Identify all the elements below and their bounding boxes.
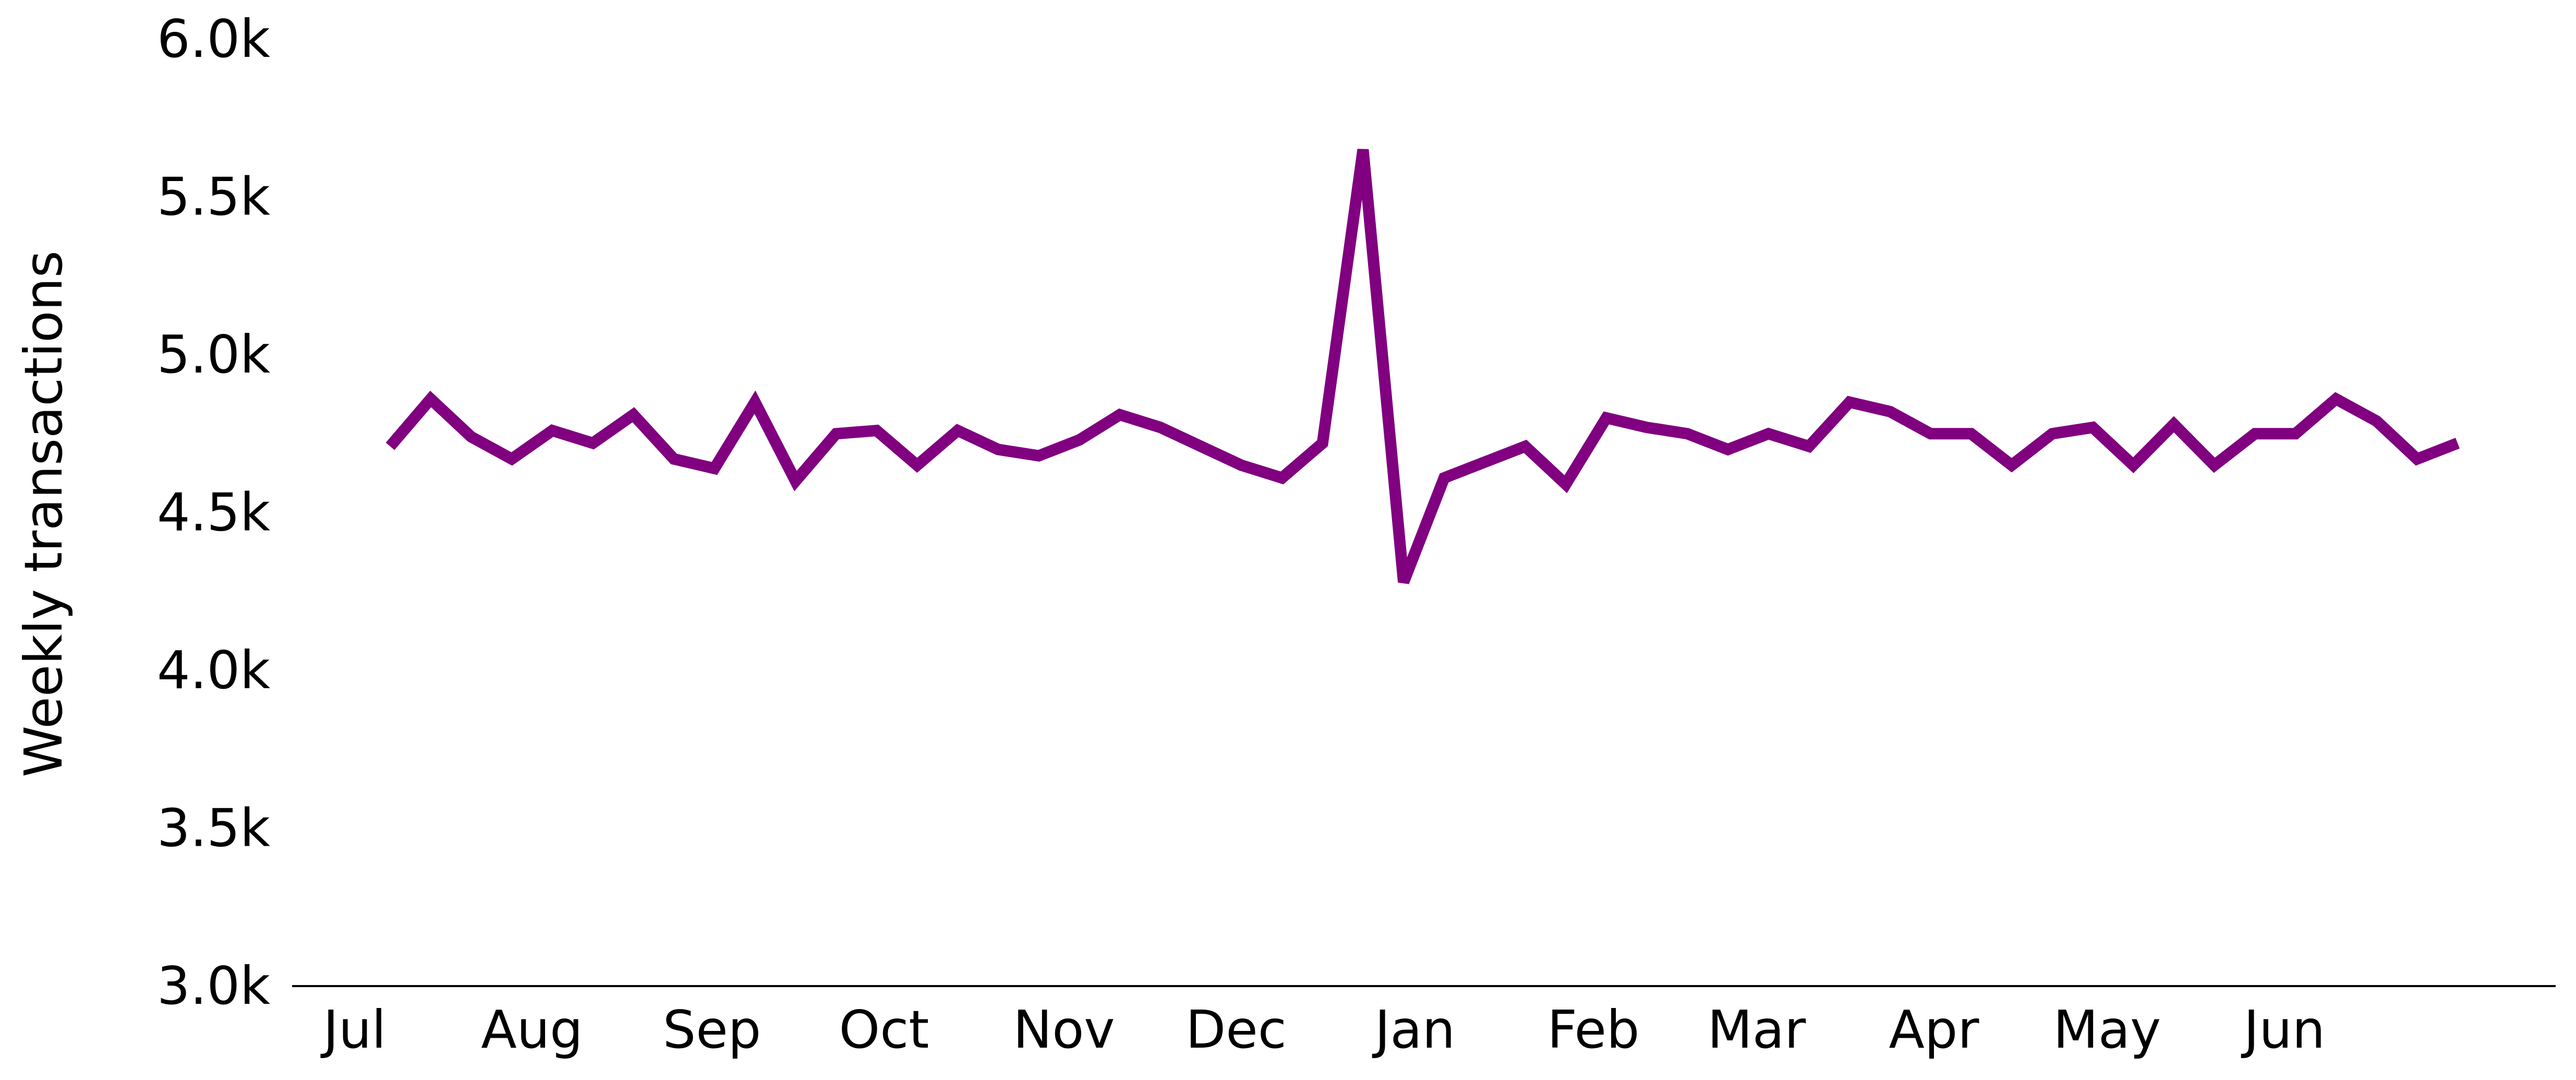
y-tick-label: 5.0k [157,324,270,385]
y-tick-label: 6.0k [157,8,270,69]
x-tick-label: Sep [663,999,761,1060]
x-tick-label: Aug [481,999,583,1060]
series-line [385,149,2460,584]
x-tick-label: Nov [1013,999,1115,1060]
y-axis-label: Weekly transactions [13,250,74,777]
x-tick-label: Jul [320,999,386,1060]
x-tick-label: Jan [1372,999,1455,1060]
x-tick-label: May [2053,999,2161,1060]
x-tick-label: Mar [1708,999,1807,1060]
x-tick-label: Dec [1186,999,1287,1060]
x-tick-label: Feb [1547,999,1639,1060]
x-tick-label: Jun [2241,999,2325,1060]
x-axis-ticks: Jul Aug Sep Oct Nov Dec Jan Feb Mar Apr May Jun [320,999,2325,1060]
y-tick-label: 5.5k [157,166,270,227]
y-tick-label: 4.5k [157,482,270,543]
x-tick-label: Oct [839,999,929,1060]
y-tick-label: 3.0k [157,955,270,1016]
x-tick-label: Apr [1889,999,1980,1060]
y-tick-label: 3.5k [157,798,270,859]
y-tick-label: 4.0k [157,640,270,701]
y-axis-ticks: 3.0k 3.5k 4.0k 4.5k 5.0k 5.5k 6.0k [157,8,270,1016]
